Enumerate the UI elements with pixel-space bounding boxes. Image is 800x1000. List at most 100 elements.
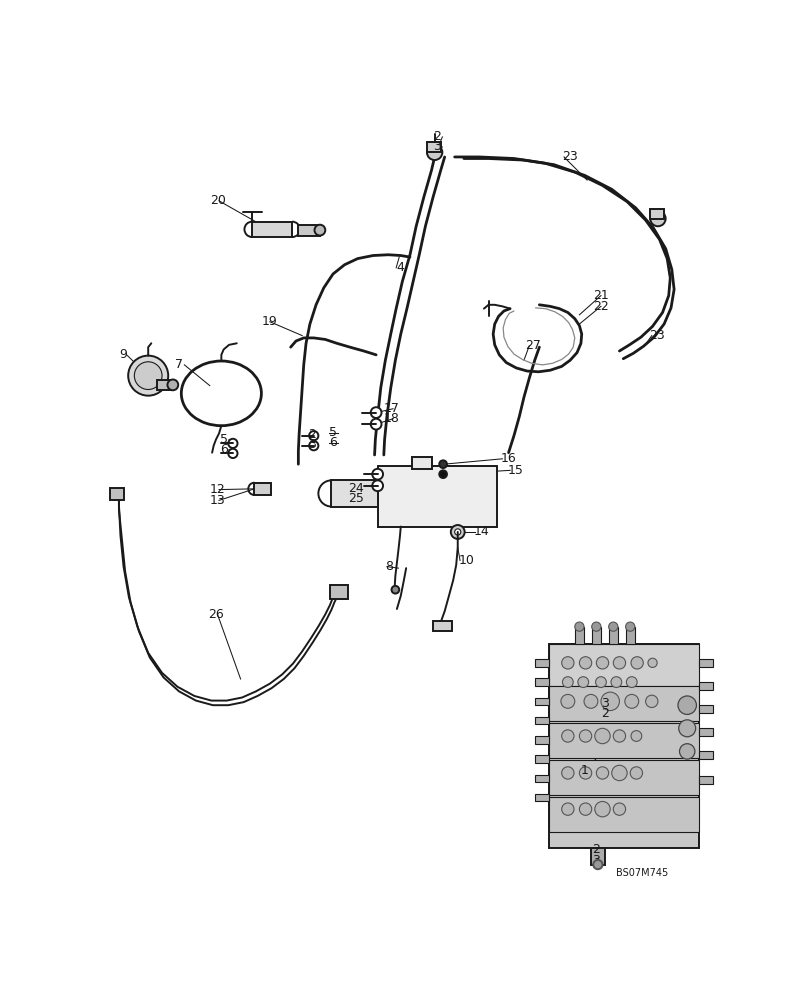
Circle shape (128, 356, 168, 396)
Circle shape (614, 730, 626, 742)
Text: 10: 10 (458, 554, 474, 567)
Text: 24: 24 (349, 482, 364, 495)
Text: 2: 2 (433, 130, 441, 143)
Text: 15: 15 (508, 464, 524, 477)
Circle shape (611, 677, 622, 687)
Text: 9: 9 (119, 348, 127, 361)
Text: 21: 21 (594, 289, 609, 302)
Circle shape (584, 694, 598, 708)
Text: 6: 6 (220, 443, 228, 456)
Bar (110, 488, 123, 500)
Circle shape (391, 586, 399, 594)
Bar (534, 736, 549, 744)
Circle shape (439, 460, 447, 468)
Text: 3: 3 (308, 438, 316, 451)
Bar (534, 774, 549, 782)
Text: 22: 22 (594, 300, 609, 313)
Circle shape (601, 692, 619, 711)
Circle shape (578, 677, 589, 687)
Circle shape (626, 622, 635, 631)
Bar (549, 760, 698, 795)
Circle shape (594, 728, 610, 744)
Circle shape (372, 469, 383, 480)
Text: 20: 20 (210, 194, 226, 207)
Circle shape (612, 765, 627, 781)
Bar (698, 751, 713, 759)
Text: 25: 25 (349, 492, 364, 505)
Circle shape (650, 211, 666, 226)
Text: 13: 13 (210, 494, 226, 507)
Bar (609, 627, 618, 644)
Circle shape (614, 657, 626, 669)
Text: 5: 5 (220, 433, 228, 446)
Circle shape (594, 860, 602, 869)
Circle shape (630, 767, 642, 779)
Text: 3: 3 (593, 854, 600, 867)
Circle shape (596, 657, 609, 669)
Circle shape (309, 441, 318, 450)
Bar (427, 142, 441, 152)
Text: 2: 2 (308, 428, 316, 441)
Bar (698, 705, 713, 713)
Bar (534, 755, 549, 763)
Text: 4: 4 (396, 261, 404, 274)
Bar (411, 457, 431, 469)
Circle shape (631, 731, 642, 741)
Circle shape (562, 657, 574, 669)
Text: 17: 17 (384, 402, 400, 415)
Text: 6: 6 (329, 436, 337, 449)
Circle shape (451, 525, 465, 539)
Circle shape (562, 677, 574, 687)
Circle shape (646, 695, 658, 708)
Circle shape (631, 657, 643, 669)
Circle shape (439, 470, 447, 478)
Text: 8: 8 (386, 560, 394, 573)
Circle shape (648, 658, 657, 667)
Text: 27: 27 (526, 339, 542, 352)
Bar (549, 797, 698, 832)
Circle shape (314, 225, 326, 235)
Circle shape (592, 622, 601, 631)
Text: 1: 1 (581, 764, 589, 777)
Text: 19: 19 (262, 315, 277, 328)
Text: 3: 3 (433, 140, 441, 153)
Circle shape (579, 767, 592, 779)
Bar (534, 794, 549, 801)
Text: 18: 18 (384, 412, 400, 425)
Bar (252, 222, 292, 237)
Text: 2: 2 (593, 843, 600, 856)
Bar (574, 627, 584, 644)
Circle shape (596, 767, 609, 779)
Circle shape (679, 744, 695, 759)
Bar (626, 627, 635, 644)
Circle shape (562, 730, 574, 742)
Bar (650, 209, 664, 219)
Bar (549, 723, 698, 758)
Text: 23: 23 (649, 329, 665, 342)
Bar (534, 698, 549, 705)
Text: BS07M745: BS07M745 (616, 868, 669, 878)
Circle shape (372, 480, 383, 491)
Circle shape (579, 730, 592, 742)
Circle shape (678, 720, 696, 737)
Bar (433, 620, 451, 631)
Bar (698, 682, 713, 690)
Circle shape (614, 803, 626, 815)
Circle shape (561, 694, 574, 708)
Circle shape (167, 379, 178, 390)
Bar (549, 644, 698, 686)
Bar (378, 466, 497, 527)
Circle shape (579, 803, 592, 815)
Bar (698, 728, 713, 736)
Circle shape (562, 803, 574, 815)
Bar (591, 848, 605, 865)
Bar (330, 585, 349, 599)
Circle shape (309, 431, 318, 440)
Circle shape (134, 362, 162, 389)
Text: 12: 12 (210, 483, 226, 496)
Bar (158, 380, 173, 389)
Circle shape (595, 677, 606, 687)
Bar (698, 659, 713, 667)
Bar (534, 678, 549, 686)
Bar (592, 627, 601, 644)
